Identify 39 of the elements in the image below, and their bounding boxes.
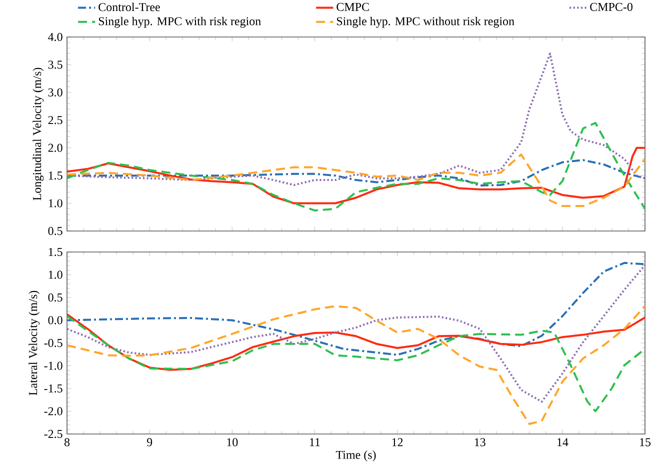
- legend-label: CMPC-0: [590, 2, 632, 11]
- y-tick-label: 1.0: [48, 270, 62, 279]
- y-axis-title: Lateral Velocity (m/s): [28, 290, 40, 396]
- x-tick-label: 8: [64, 438, 70, 446]
- legend-label: CMPC: [336, 2, 369, 11]
- x-tick-label: 14: [557, 438, 568, 446]
- x-tick-label: 13: [474, 438, 486, 446]
- y-tick-label: -0.5: [44, 338, 62, 348]
- y-tick-label: 2.5: [48, 116, 62, 124]
- line-series: [67, 52, 645, 186]
- y-tick-label: 4.0: [48, 32, 62, 42]
- y-tick-label: 0.5: [48, 226, 62, 236]
- x-axis-title: Time (s): [336, 450, 376, 462]
- y-tick-label: -2.0: [44, 407, 62, 416]
- y-tick-label: -1.5: [44, 384, 62, 393]
- y-tick-label: 3.5: [48, 60, 62, 69]
- line-series: [67, 305, 645, 425]
- y-axis-title: Longitudinal Velocity (m/s): [32, 68, 44, 200]
- y-tick-label: 3.0: [48, 88, 62, 96]
- y-tick-label: 2.0: [48, 144, 62, 152]
- legend-label: Single hyp. MPC with risk region: [98, 16, 261, 28]
- y-tick-label: -2.5: [44, 430, 62, 438]
- line-series: [67, 264, 645, 403]
- x-tick-label: 11: [310, 438, 320, 446]
- x-tick-label: 12: [392, 438, 403, 446]
- legend-label: Control-Tree: [98, 2, 160, 12]
- y-tick-label: 0.0: [48, 316, 62, 324]
- line-series: [67, 313, 645, 371]
- line-series: [67, 315, 645, 412]
- y-tick-label: 1.0: [48, 199, 62, 208]
- x-tick-label: 15: [640, 438, 651, 446]
- x-tick-label: 10: [227, 438, 238, 446]
- x-tick-label: 9: [146, 438, 152, 446]
- legend-label: Single hyp. MPC without risk region: [336, 16, 514, 28]
- y-tick-label: 1.5: [48, 172, 62, 180]
- y-tick-label: -1.0: [44, 362, 62, 370]
- y-tick-label: 1.5: [48, 248, 62, 256]
- line-series: [67, 122, 645, 212]
- y-tick-label: 0.5: [48, 293, 62, 302]
